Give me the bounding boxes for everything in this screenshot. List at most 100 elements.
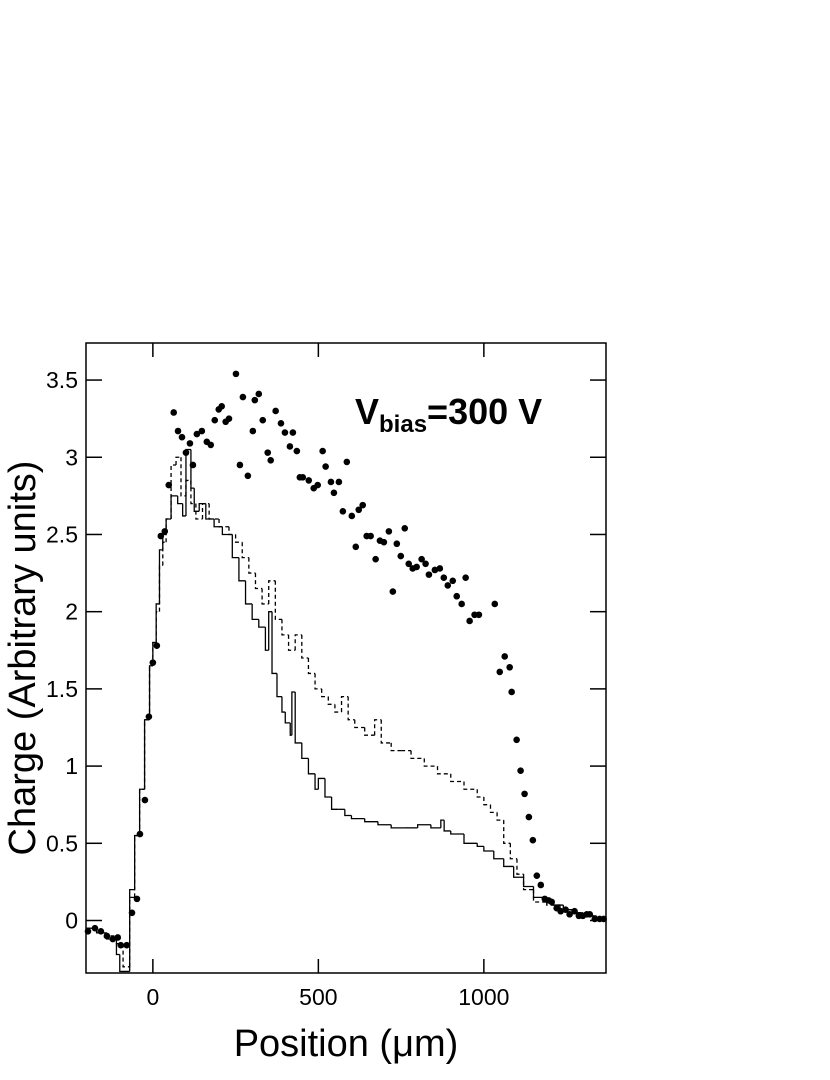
data-point [97,928,105,935]
step-segment [410,750,425,760]
data-point [343,458,351,466]
step-segment [377,821,392,826]
step-segment [241,542,249,559]
step-segment [276,673,282,698]
data-point [207,441,215,449]
step-segment [347,696,355,721]
data-point [178,433,186,441]
step-segment [143,719,150,790]
step-segment [463,834,478,844]
step-segment [522,874,534,891]
data-point [232,370,240,378]
step-segment [327,696,335,705]
y-tick-label: 3 [65,444,78,470]
data-point [211,416,219,424]
step-segment [251,603,259,621]
data-point [319,447,326,455]
y-axis-title: Charge (Arbitrary units) [2,461,44,856]
step-segment [221,526,233,536]
step-segment [307,658,316,675]
step-segment [294,634,302,651]
data-point [161,528,169,535]
data-point [385,528,393,535]
step-segment [281,696,286,713]
step-segment [496,812,504,821]
step-segment [158,549,163,604]
annotation-main: V [355,391,379,432]
data-point [145,713,153,720]
step-segment [284,712,291,724]
data-point [352,543,360,551]
step-segment [476,843,484,848]
step-segment [301,742,309,760]
step-segment [258,619,266,628]
data-point [405,560,413,568]
data-point [322,463,329,470]
step-segment [175,456,181,465]
y-tick-label: 1.5 [46,676,78,702]
step-segment [228,526,236,536]
y-tick-label: 1 [65,753,78,779]
step-segment [152,641,157,666]
step-segment [559,905,574,911]
data-point [537,881,545,889]
step-segment [261,588,269,605]
step-segment [364,727,375,736]
y-tick-label: 0 [65,908,78,934]
step-segment [234,534,243,543]
step-segment [546,901,560,906]
step-segment [340,695,349,713]
step-segment [281,619,289,636]
data-point [425,571,433,578]
step-segment [509,843,517,860]
step-segment [423,758,438,767]
step-segment [532,889,547,903]
step-segment [443,820,451,832]
data-point [174,427,182,435]
step-segment [350,815,365,820]
step-segment [373,719,382,736]
step-segment [148,665,153,720]
data-point [165,481,173,489]
step-segment [185,479,191,496]
y-tick-label: 2 [65,599,78,625]
step-segment [503,858,514,868]
step-segment [268,580,276,604]
data-point [557,907,564,915]
data-point [506,663,513,671]
step-segment [380,719,392,744]
annotation: Vbias=300 V [355,391,542,438]
data-point [114,934,122,941]
data-point [299,474,307,481]
data-point [170,409,178,416]
step-segment [105,932,117,937]
step-segment [134,834,140,898]
data-point [444,582,452,589]
data-point [466,617,473,625]
step-segment [170,464,177,520]
data-point [348,512,356,520]
step-segment [205,503,215,520]
data-point [141,796,149,804]
plot-frame [85,342,607,974]
step-segment [129,888,135,972]
step-segment [138,788,145,836]
step-segment [155,611,160,643]
step-segment [264,627,269,651]
data-point [389,588,397,595]
step-segment [177,495,183,505]
step-segment [572,909,587,914]
data-point [440,574,448,582]
step-segment [334,704,342,713]
x-tick-label: 0 [146,984,159,1010]
step-segment [493,851,504,860]
data-point [330,489,338,497]
step-segment [248,557,256,574]
step-segment [344,809,352,817]
step-segment [170,495,178,520]
step-segment [254,573,263,590]
data-point [225,415,233,422]
step-segment [238,557,246,582]
